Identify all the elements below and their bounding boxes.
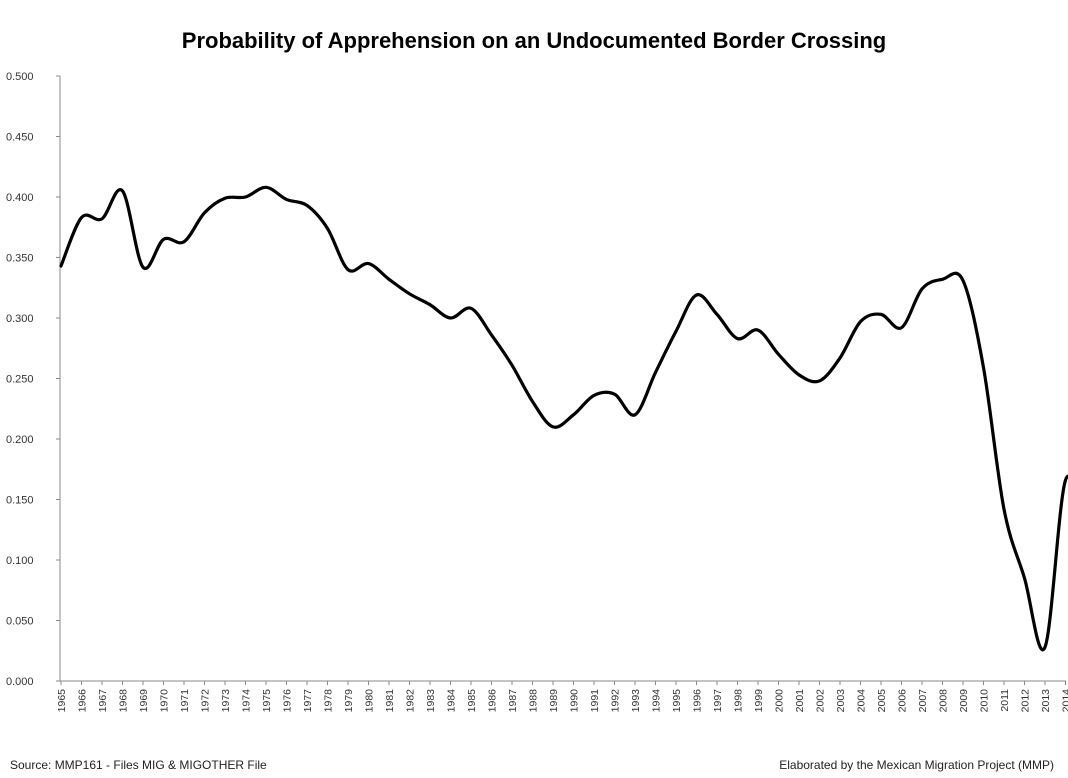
x-tick-label: 1984 — [446, 689, 458, 713]
x-tick-label: 2005 — [876, 689, 888, 713]
x-tick-label: 2007 — [917, 689, 929, 713]
series-line — [59, 185, 1068, 652]
x-tick-label: 1977 — [302, 689, 314, 713]
x-tick-label: 1981 — [384, 689, 396, 713]
x-tick-label: 2002 — [815, 689, 827, 713]
x-tick-label: 1968 — [118, 689, 130, 713]
x-tick-label: 1992 — [610, 689, 622, 713]
x-tick-label: 1989 — [548, 689, 560, 713]
x-tick-label: 1991 — [589, 689, 601, 713]
source-note: Source: MMP161 - Files MIG & MIGOTHER Fi… — [10, 758, 267, 772]
y-tick-label: 0.150 — [6, 495, 34, 507]
x-tick-label: 1985 — [466, 689, 478, 713]
x-tick-label: 1966 — [77, 689, 89, 713]
x-tick-label: 2001 — [794, 689, 806, 713]
x-tick-label: 1971 — [179, 689, 191, 713]
y-tick-label: 0.000 — [6, 676, 34, 688]
x-tick-label: 1972 — [200, 689, 212, 713]
x-tick-label: 1975 — [261, 689, 273, 713]
y-tick-label: 0.500 — [6, 71, 34, 83]
y-tick-label: 0.350 — [6, 253, 34, 265]
x-tick-label: 1999 — [753, 689, 765, 713]
x-tick-label: 1987 — [507, 689, 519, 713]
y-tick-label: 0.400 — [6, 192, 34, 204]
x-tick-label: 2008 — [938, 689, 950, 713]
y-tick-label: 0.200 — [6, 434, 34, 446]
x-tick-label: 2014 — [1061, 689, 1068, 713]
x-tick-label: 2009 — [958, 689, 970, 713]
y-tick-label: 0.250 — [6, 374, 34, 386]
y-tick-label: 0.300 — [6, 313, 34, 325]
y-tick-label: 0.050 — [6, 616, 34, 628]
x-tick-label: 1990 — [569, 689, 581, 713]
x-tick-label: 1998 — [733, 689, 745, 713]
x-tick-label: 1973 — [220, 689, 232, 713]
x-tick-label: 1980 — [364, 689, 376, 713]
x-tick-label: 2004 — [856, 689, 868, 713]
x-tick-label: 1967 — [97, 689, 109, 713]
y-tick-label: 0.450 — [6, 132, 34, 144]
x-tick-label: 2000 — [774, 689, 786, 713]
credit-note: Elaborated by the Mexican Migration Proj… — [779, 758, 1054, 772]
x-tick-label: 1982 — [405, 689, 417, 713]
y-axis: 0.000 0.050 0.100 0.150 0.200 0.250 0.300 0.350… — [6, 71, 61, 688]
x-tick-label: 1996 — [692, 689, 704, 713]
x-tick-label: 1978 — [323, 689, 335, 713]
x-tick-label: 1997 — [712, 689, 724, 713]
x-tick-label: 1995 — [671, 689, 683, 713]
x-axis: 1965 1966 1967 1968 1969 1970 1971 1972 1973 1974… — [56, 680, 1068, 713]
x-tick-label: 2012 — [1020, 689, 1032, 713]
x-tick-label: 1979 — [343, 689, 355, 713]
x-tick-label: 2010 — [979, 689, 991, 713]
x-tick-label: 1974 — [241, 689, 253, 713]
x-tick-label: 1970 — [159, 689, 171, 713]
x-tick-label: 1988 — [528, 689, 540, 713]
x-tick-label: 1965 — [56, 689, 68, 713]
x-tick-label: 1994 — [651, 689, 663, 713]
x-tick-label: 2006 — [897, 689, 909, 713]
x-tick-label: 2011 — [999, 689, 1011, 712]
x-tick-label: 1983 — [425, 689, 437, 713]
x-tick-label: 1993 — [630, 689, 642, 713]
x-tick-label: 1969 — [138, 689, 150, 713]
x-tick-label: 2003 — [835, 689, 847, 713]
x-tick-label: 2013 — [1040, 689, 1052, 713]
chart-title: Probability of Apprehension on an Undocu… — [181, 28, 887, 53]
x-tick-label: 1976 — [282, 689, 294, 713]
y-tick-label: 0.100 — [6, 555, 34, 567]
x-tick-label: 1986 — [487, 689, 499, 713]
